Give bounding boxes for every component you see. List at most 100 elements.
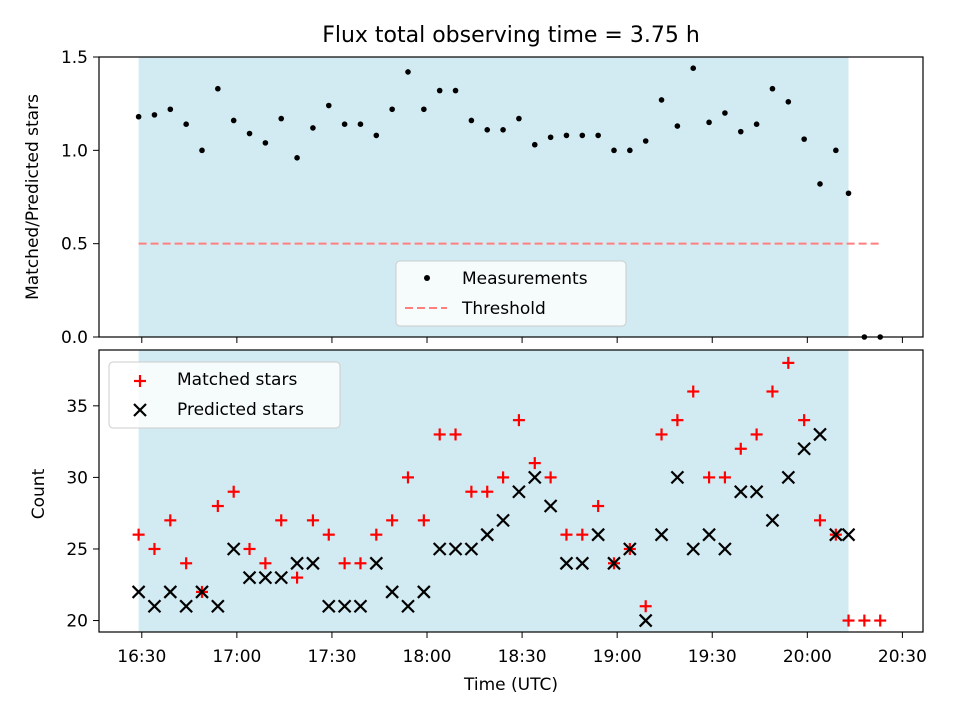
predicted-point [638, 613, 653, 628]
bottom-legend-box [108, 361, 341, 429]
measurement-point [674, 123, 681, 129]
measurement-point [452, 87, 459, 94]
matched-point [354, 557, 367, 570]
matched-point [433, 428, 446, 441]
predicted-point [512, 484, 526, 499]
bottom-ytick-label: 30 [66, 468, 88, 488]
predicted-point [543, 499, 558, 513]
matched-point [718, 471, 731, 484]
measurement-point [833, 147, 839, 154]
matched-point [259, 557, 272, 570]
bottom-ytick-label: 20 [66, 612, 88, 632]
measurement-point [531, 141, 538, 148]
measurement-point [389, 106, 395, 113]
measurement-point [262, 140, 269, 146]
top-axes: 0.0 0.5 1.0 1.5 Matched/Predicted stars Mea… [23, 48, 924, 348]
predicted-point [527, 470, 542, 485]
matched-point [243, 542, 256, 555]
predicted-point [306, 556, 320, 571]
measurement-point [484, 127, 491, 133]
bottom-ylabel: Count [29, 468, 49, 519]
measurement-point [595, 132, 601, 139]
predicted-point [417, 585, 431, 599]
predicted-point [448, 542, 463, 556]
legend-predicted-marker [133, 403, 147, 417]
legend-measurement-marker [424, 275, 430, 281]
predicted-point [179, 599, 193, 614]
predicted-point [749, 484, 764, 499]
predicted-point [623, 542, 637, 556]
predicted-point [702, 527, 716, 542]
predicted-point [274, 570, 289, 585]
measurement-point [753, 121, 760, 127]
matched-point [798, 414, 811, 427]
predicted-point [353, 599, 368, 614]
predicted-point [401, 599, 415, 614]
matched-point [164, 514, 177, 527]
predicted-point [829, 527, 843, 542]
predicted-point [733, 484, 748, 499]
predicted-point [591, 527, 605, 542]
matched-point [497, 471, 510, 484]
matched-point [655, 428, 668, 441]
predicted-point [781, 470, 796, 485]
bottom-xtick-label: 19:00 [593, 647, 642, 667]
measurement-point [151, 112, 158, 118]
measurement-point [167, 106, 174, 113]
matched-point [338, 557, 351, 570]
measurement-point [405, 69, 411, 75]
measurement-point [278, 115, 285, 122]
measurement-point [737, 128, 744, 135]
predicted-point [607, 556, 621, 571]
measurement-point [421, 106, 427, 113]
matched-point [465, 485, 478, 498]
matched-point [512, 414, 525, 427]
measurement-point [468, 117, 475, 124]
legend-matched-label: Matched stars [177, 370, 297, 390]
matched-point [782, 356, 795, 369]
top-legend-box [395, 260, 627, 327]
bottom-ticks: 20 25 30 35 16:30 17:00 17:30 18:00 18:30 19:00 19… [66, 397, 927, 667]
measurement-point [658, 97, 665, 103]
measurement-point [627, 147, 633, 154]
top-legend: Measurements Threshold [395, 260, 627, 327]
predicted-point [670, 470, 685, 485]
top-ytick-label: 1.5 [61, 48, 88, 68]
matched-point [858, 614, 871, 627]
predicted-point [797, 441, 811, 456]
predicted-point [480, 527, 495, 542]
measurement-point [642, 138, 649, 144]
measurement-point [294, 155, 300, 161]
matched-point [180, 557, 193, 570]
bottom-axes: 20 25 30 35 16:30 17:00 17:30 18:00 18:30 19:00 19… [29, 349, 927, 695]
predicted-point [432, 542, 447, 556]
predicted-point [321, 599, 336, 614]
predicted-point [718, 542, 732, 556]
legend-measurements-label: Measurements [462, 269, 588, 289]
bottom-ytick-label: 25 [66, 540, 88, 560]
matched-point [703, 471, 716, 484]
matched-point [544, 471, 557, 484]
bottom-legend: Matched stars Predicted stars [108, 361, 341, 429]
measurement-point [785, 99, 792, 105]
measurement-point [579, 132, 586, 139]
predicted-point [575, 556, 590, 571]
matched-point [322, 528, 335, 541]
matched-point [639, 600, 652, 613]
measurement-point [801, 136, 807, 142]
predicted-point [258, 570, 273, 585]
bottom-xtick-label: 20:00 [783, 647, 832, 667]
matched-point [687, 385, 700, 398]
matched-point [148, 542, 161, 555]
measurement-point [310, 125, 316, 131]
matched-point [814, 514, 826, 527]
predicted-point [147, 599, 162, 614]
matched-point [402, 471, 414, 484]
predicted-point [226, 542, 241, 556]
measurement-point [215, 85, 221, 92]
measurement-point [135, 113, 142, 120]
matched-point [576, 528, 589, 541]
predicted-point [211, 599, 225, 614]
predicted-point [841, 527, 856, 542]
measurement-point [547, 134, 554, 141]
